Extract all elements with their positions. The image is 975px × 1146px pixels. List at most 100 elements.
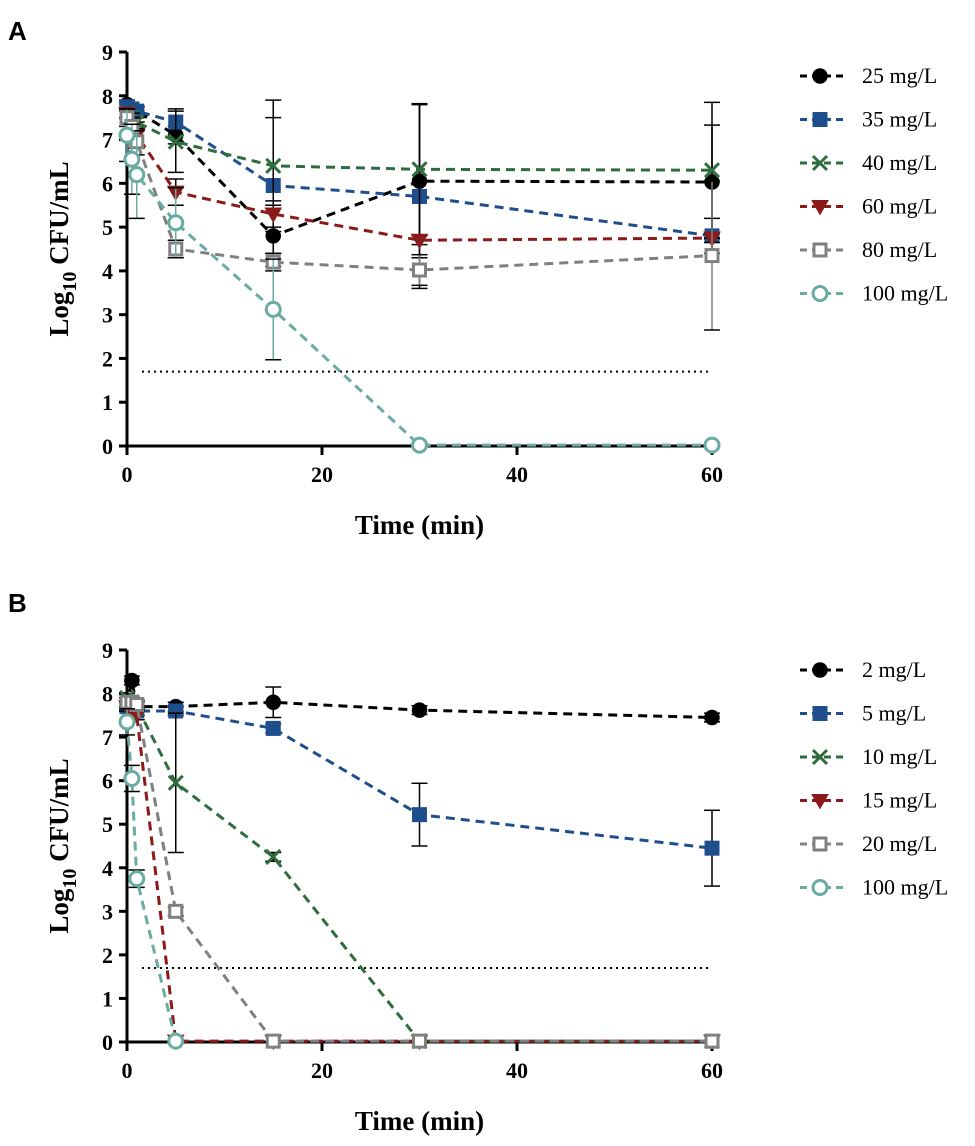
x-tick-label: 40 xyxy=(506,462,528,487)
data-point xyxy=(703,436,721,454)
legend-entry: 10 mg/L xyxy=(800,744,937,769)
data-point xyxy=(167,214,185,232)
series-line xyxy=(126,705,712,1043)
y-tick-label: 5 xyxy=(102,215,113,240)
series-20-mg-l xyxy=(119,694,720,1049)
legend-marker xyxy=(811,879,829,896)
data-point xyxy=(128,166,146,184)
legend-label: 20 mg/L xyxy=(862,831,937,856)
legend-marker xyxy=(811,794,829,810)
legend-label: 5 mg/L xyxy=(862,701,926,726)
data-point xyxy=(118,126,136,144)
data-point xyxy=(704,709,720,726)
series-100-mg-l xyxy=(118,708,185,1050)
legend-entry: 100 mg/L xyxy=(800,875,948,900)
y-axis-title-subscript: 10 xyxy=(59,272,81,292)
legend-marker xyxy=(811,285,829,302)
y-axis-title-rest: CFU/mL xyxy=(44,161,74,271)
legend-entry: 35 mg/L xyxy=(800,107,937,132)
legend-marker xyxy=(812,242,828,258)
y-tick-label: 7 xyxy=(102,725,113,750)
data-point xyxy=(704,1033,720,1049)
y-tick-label: 9 xyxy=(102,638,113,663)
x-tick-label: 0 xyxy=(122,462,133,487)
legend-entry: 100 mg/L xyxy=(800,281,948,306)
y-axis-title-main: Log xyxy=(44,888,74,934)
panel-b: B 0 1 2 3 4 5 6 7 8 9 0 20 40 60 Time (min) Log10 CFU/mL… xyxy=(8,588,948,1136)
series-line xyxy=(126,696,712,1043)
y-tick-label: 2 xyxy=(102,346,113,371)
legend-marker xyxy=(812,662,828,678)
data-point xyxy=(123,150,141,168)
x-tick-label: 20 xyxy=(311,462,333,487)
y-tick-label: 2 xyxy=(102,943,113,968)
data-point xyxy=(704,248,720,264)
legend-entry: 25 mg/L xyxy=(800,63,937,88)
panel-letter: A xyxy=(8,16,27,46)
data-point xyxy=(167,133,184,150)
data-point xyxy=(410,233,429,250)
series-15-mg-l xyxy=(118,700,721,1051)
y-tick-label: 4 xyxy=(102,259,113,284)
data-point xyxy=(265,694,281,711)
y-tick-label: 6 xyxy=(102,171,113,196)
data-point xyxy=(128,870,146,888)
data-point xyxy=(411,702,428,718)
legend-marker xyxy=(811,200,829,216)
legend-label: 40 mg/L xyxy=(862,150,937,175)
x-tick-label: 60 xyxy=(701,462,723,487)
y-tick-label: 3 xyxy=(102,899,113,924)
y-axis-title: Log10 CFU/mL xyxy=(44,758,81,933)
legend-label: 25 mg/L xyxy=(862,63,937,88)
panel-letter: B xyxy=(8,588,27,618)
data-point xyxy=(167,1032,185,1050)
legend-label: 60 mg/L xyxy=(862,194,937,219)
legend-marker xyxy=(812,836,828,852)
legend-label: 35 mg/L xyxy=(862,107,937,132)
legend-label: 100 mg/L xyxy=(862,875,948,900)
legend-entry: 60 mg/L xyxy=(800,194,937,219)
legend-label: 15 mg/L xyxy=(862,788,937,813)
data-point xyxy=(704,840,720,856)
legend-entry: 2 mg/L xyxy=(800,657,926,682)
y-tick-label: 3 xyxy=(102,303,113,328)
y-tick-label: 6 xyxy=(102,769,113,794)
y-tick-label: 1 xyxy=(102,390,113,415)
data-point xyxy=(411,436,428,454)
legend-entry: 15 mg/L xyxy=(800,788,937,813)
x-axis-title: Time (min) xyxy=(355,510,484,540)
legend-entry: 20 mg/L xyxy=(800,831,937,856)
legend-marker xyxy=(812,706,828,721)
data-point xyxy=(265,1033,281,1049)
y-tick-label: 8 xyxy=(102,84,113,109)
data-point xyxy=(412,1033,427,1049)
y-axis-title-subscript: 10 xyxy=(59,869,81,889)
y-tick-label: 4 xyxy=(102,856,113,881)
data-point xyxy=(265,720,281,736)
panel-a: A 0 1 2 3 4 5 6 7 8 9 0 20 40 60 Time (min) Log10 CFU/mL… xyxy=(8,16,948,540)
data-point xyxy=(264,300,282,318)
y-tick-label: 1 xyxy=(102,986,113,1011)
data-point xyxy=(167,774,184,791)
legend-marker xyxy=(812,112,828,127)
data-point xyxy=(123,769,141,787)
y-axis-title-main: Log xyxy=(44,291,74,337)
series-10-mg-l xyxy=(118,689,721,1050)
legend-marker xyxy=(811,154,829,172)
x-tick-label: 40 xyxy=(506,1058,528,1083)
data-point xyxy=(264,207,283,223)
y-axis-title-rest: CFU/mL xyxy=(44,758,74,868)
y-tick-label: 0 xyxy=(102,434,113,459)
legend-label: 2 mg/L xyxy=(862,657,926,682)
data-point xyxy=(265,848,282,865)
y-tick-label: 7 xyxy=(102,128,113,153)
legend-marker xyxy=(812,68,828,84)
legend-label: 80 mg/L xyxy=(862,237,937,262)
data-point xyxy=(124,672,140,689)
y-tick-label: 5 xyxy=(102,812,113,837)
series-line xyxy=(127,700,712,1043)
x-axis-title: Time (min) xyxy=(355,1106,484,1136)
data-point xyxy=(703,162,721,179)
x-tick-label: 60 xyxy=(701,1058,723,1083)
